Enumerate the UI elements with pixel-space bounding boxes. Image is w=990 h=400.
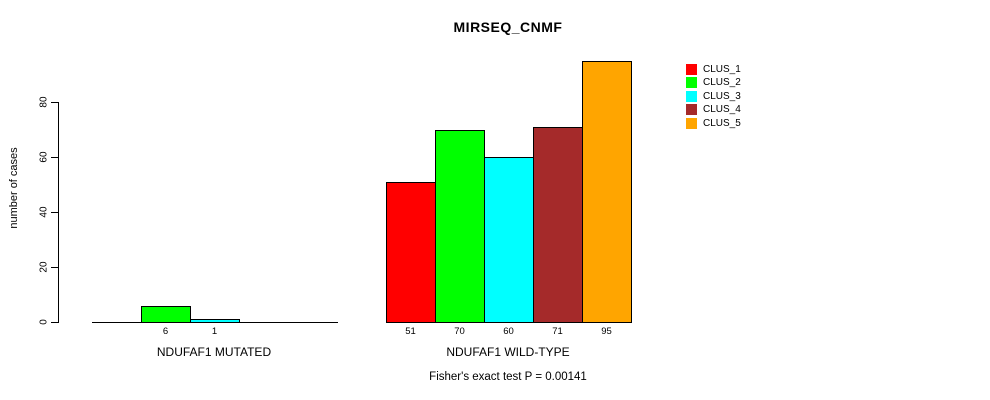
y-axis-tick	[51, 156, 58, 158]
bar-clus_3-group2	[484, 157, 534, 323]
legend-swatch-clus_5	[686, 117, 697, 129]
legend-label-clus_3: CLUS_3	[703, 90, 741, 102]
y-axis-tick-label: 80	[38, 96, 50, 108]
bar-value-label: 70	[454, 326, 465, 337]
bar-value-label: 51	[405, 326, 416, 337]
y-axis-tick-label: 20	[38, 261, 50, 273]
chart-title: MIRSEQ_CNMF	[453, 19, 563, 35]
y-axis-tick-label: 0	[38, 319, 50, 325]
bar-clus_1-group2	[386, 181, 436, 323]
bar-clus_5-group2	[582, 60, 632, 323]
y-axis-label: number of cases	[8, 147, 20, 229]
bar-clus_2-group2	[435, 129, 485, 323]
y-axis	[58, 102, 59, 323]
y-axis-tick	[51, 101, 58, 103]
y-axis-tick	[51, 266, 58, 268]
group-label-mutated: NDUFAF1 MUTATED	[156, 345, 272, 359]
legend-label-clus_4: CLUS_4	[703, 104, 741, 116]
bar-value-label: 6	[162, 326, 169, 337]
legend-swatch-clus_4	[686, 104, 697, 116]
bar-value-label: 60	[503, 326, 514, 337]
legend-swatch-clus_3	[686, 90, 697, 102]
y-axis-tick-label: 40	[38, 206, 50, 218]
y-axis-tick	[51, 211, 58, 213]
legend-label-clus_2: CLUS_2	[703, 77, 741, 89]
bar-value-label: 71	[552, 326, 563, 337]
bar-clus_2-group1	[141, 305, 191, 323]
y-axis-tick	[51, 321, 58, 323]
bar-clus_4-group2	[533, 126, 583, 323]
bar-value-label: 95	[601, 326, 612, 337]
group-label-wild-type: NDUFAF1 WILD-TYPE	[446, 345, 570, 359]
legend-swatch-clus_2	[686, 77, 697, 89]
y-axis-tick-label: 60	[38, 151, 50, 163]
fisher-test-annotation: Fisher's exact test P = 0.00141	[429, 371, 587, 383]
legend-label-clus_1: CLUS_1	[703, 64, 741, 75]
bar-clus_3-group1	[190, 319, 240, 323]
legend-label-clus_5: CLUS_5	[703, 117, 741, 129]
bar-value-label: 1	[211, 326, 218, 337]
legend-swatch-clus_1	[686, 64, 697, 75]
